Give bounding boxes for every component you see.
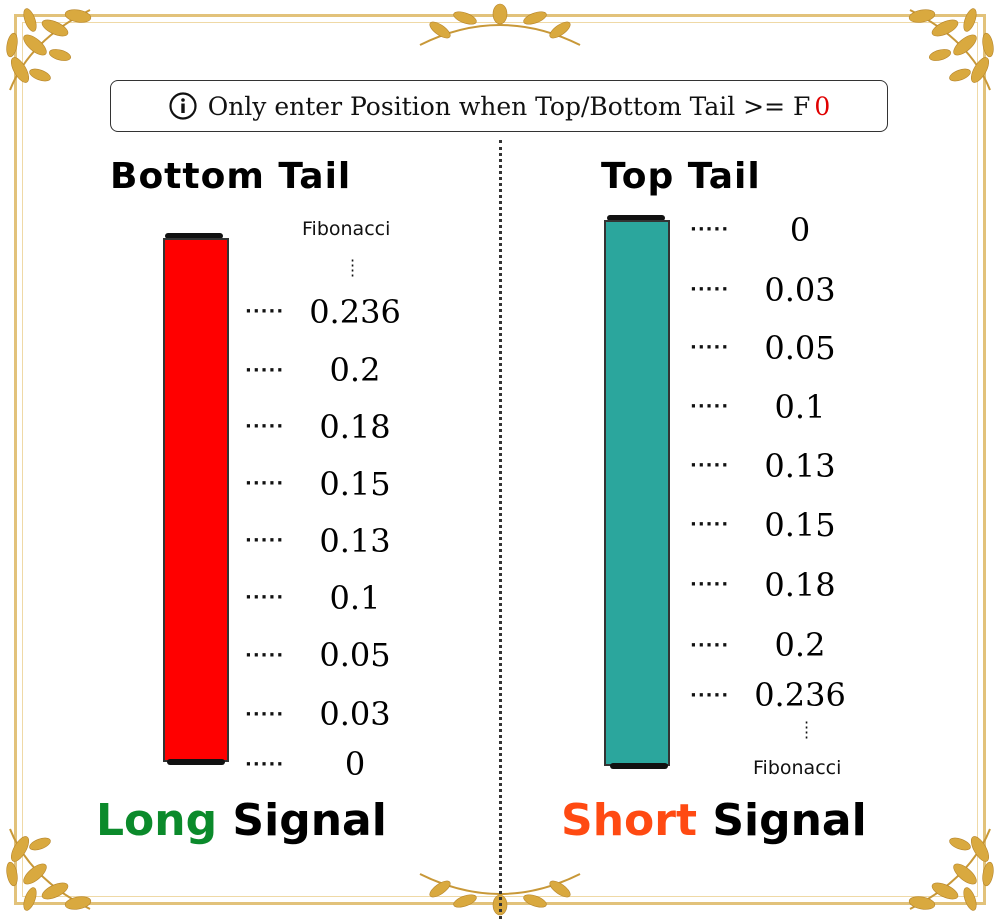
- level-dots: ·····: [245, 530, 285, 551]
- level-value: 0.03: [764, 270, 836, 309]
- info-value: 0: [814, 91, 831, 121]
- laurel-top-ornament-icon: [419, 3, 581, 46]
- laurel-ornament-icon: [6, 828, 92, 911]
- laurel-ornament-icon: [908, 828, 994, 911]
- level-value: 0.05: [764, 328, 836, 367]
- level-dots: ·····: [690, 219, 730, 240]
- level-row: ····· 0.03: [245, 684, 410, 744]
- bottom-tail-levels: ····· 0.236 ····· 0.2 ····· 0.18 ····· 0.15 …: [245, 281, 410, 784]
- level-row: ····· 0.15: [690, 495, 855, 554]
- fibonacci-label: Fibonacci: [753, 757, 842, 779]
- level-value: 0.13: [764, 446, 836, 485]
- top-tail-levels: ····· 0 ····· 0.03 ····· 0.05 ····· 0.1 ····…: [690, 198, 855, 715]
- fibonacci-label: Fibonacci: [302, 218, 391, 240]
- level-value: 0.2: [329, 351, 381, 389]
- level-value: 0.236: [754, 676, 846, 714]
- info-banner: Only enter Position when Top/Bottom Tail…: [110, 80, 888, 132]
- level-dots: ·····: [690, 396, 730, 417]
- short-signal-label: Short Signal: [561, 795, 867, 846]
- bottom-candle-bottom-cap: [167, 759, 225, 765]
- level-row: ····· 0.236: [245, 281, 410, 342]
- level-row: ····· 0.15: [245, 455, 410, 512]
- level-row: ····· 0.2: [245, 342, 410, 398]
- signal-word: Signal: [232, 795, 387, 846]
- short-word: Short: [561, 795, 697, 846]
- level-dots: ·····: [245, 703, 285, 725]
- top-tail-title: Top Tail: [601, 156, 761, 197]
- level-row: ····· 0: [690, 198, 855, 261]
- level-value: 0.1: [774, 387, 826, 426]
- level-dots: ·····: [690, 279, 730, 300]
- laurel-ornament-icon: [6, 8, 92, 91]
- level-dots: ·····: [690, 634, 730, 656]
- level-dots: ·····: [245, 301, 285, 322]
- level-dots: ·····: [690, 455, 730, 476]
- level-value: 0.03: [319, 695, 391, 733]
- level-value: 0.15: [764, 505, 836, 544]
- level-row: ····· 0.05: [245, 626, 410, 684]
- fibonacci-connector: · · · ·: [804, 713, 810, 747]
- level-value: 0.15: [319, 464, 391, 503]
- level-row: ····· 0.2: [690, 615, 855, 675]
- level-row: ····· 0.1: [690, 377, 855, 436]
- level-dots: ·····: [690, 337, 730, 358]
- level-row: ····· 0.03: [690, 261, 855, 318]
- level-dots: ·····: [245, 359, 285, 381]
- level-value: 0: [344, 745, 366, 783]
- center-divider: [499, 140, 502, 919]
- level-value: 0.2: [774, 626, 826, 664]
- info-circle-icon: [169, 92, 197, 120]
- level-dots: ·····: [245, 416, 285, 437]
- top-candle-bottom-cap: [610, 763, 668, 769]
- info-text: Only enter Position when Top/Bottom Tail…: [207, 91, 831, 121]
- level-value: 0.236: [309, 292, 401, 331]
- top-candle-top-cap: [607, 215, 665, 221]
- bearish-candle-body: [163, 238, 229, 762]
- bullish-candle-body: [604, 220, 670, 766]
- level-row: ····· 0.13: [690, 436, 855, 495]
- level-row: ····· 0.18: [690, 554, 855, 615]
- level-value: 0.13: [319, 521, 391, 560]
- level-row: ····· 0.1: [245, 569, 410, 626]
- level-value: 0.18: [764, 565, 836, 604]
- level-row: ····· 0: [245, 744, 410, 784]
- level-dots: ·····: [245, 644, 285, 666]
- level-row: ····· 0.13: [245, 512, 410, 569]
- level-value: 0.05: [319, 636, 391, 674]
- level-row: ····· 0.236: [690, 675, 855, 715]
- level-value: 0: [789, 210, 811, 249]
- bottom-tail-title: Bottom Tail: [110, 156, 352, 197]
- level-dots: ·····: [690, 684, 730, 706]
- level-row: ····· 0.05: [690, 318, 855, 377]
- level-value: 0.1: [329, 578, 381, 617]
- level-dots: ·····: [690, 514, 730, 535]
- level-row: ····· 0.18: [245, 398, 410, 455]
- level-dots: ·····: [690, 574, 730, 595]
- laurel-ornament-icon: [908, 8, 994, 91]
- fibonacci-connector: · · · ·: [350, 251, 356, 285]
- long-signal-label: Long Signal: [96, 795, 387, 846]
- level-dots: ·····: [245, 473, 285, 494]
- bottom-candle-top-cap: [165, 233, 223, 239]
- level-dots: ·····: [245, 753, 285, 775]
- long-word: Long: [96, 795, 218, 846]
- level-dots: ·····: [245, 587, 285, 608]
- level-value: 0.18: [319, 407, 391, 446]
- signal-word: Signal: [712, 795, 867, 846]
